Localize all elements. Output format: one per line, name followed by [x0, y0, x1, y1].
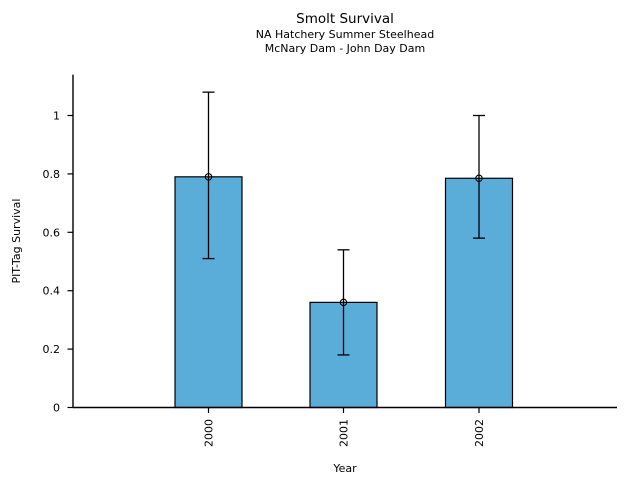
- y-tick-label-0.4: 0.4: [43, 285, 61, 298]
- x-tick-label-2001: 2001: [338, 419, 351, 447]
- point-marker-2002: [475, 174, 483, 183]
- point-marker-2000: [204, 173, 213, 181]
- y-axis-title: PIT-Tag Survival: [10, 199, 23, 284]
- x-tick-label-2000: 2000: [203, 419, 216, 447]
- x-axis-title: Year: [332, 462, 357, 475]
- y-tick-label-0.2: 0.2: [43, 343, 61, 356]
- y-tick-label-0.8: 0.8: [43, 168, 61, 181]
- y-tick-label-1: 1: [53, 110, 60, 123]
- y-tick-label-0.6: 0.6: [43, 226, 61, 239]
- x-tick-label-2002: 2002: [473, 419, 486, 447]
- y-tick-label-0: 0: [53, 402, 60, 415]
- point-marker-2001: [339, 298, 348, 307]
